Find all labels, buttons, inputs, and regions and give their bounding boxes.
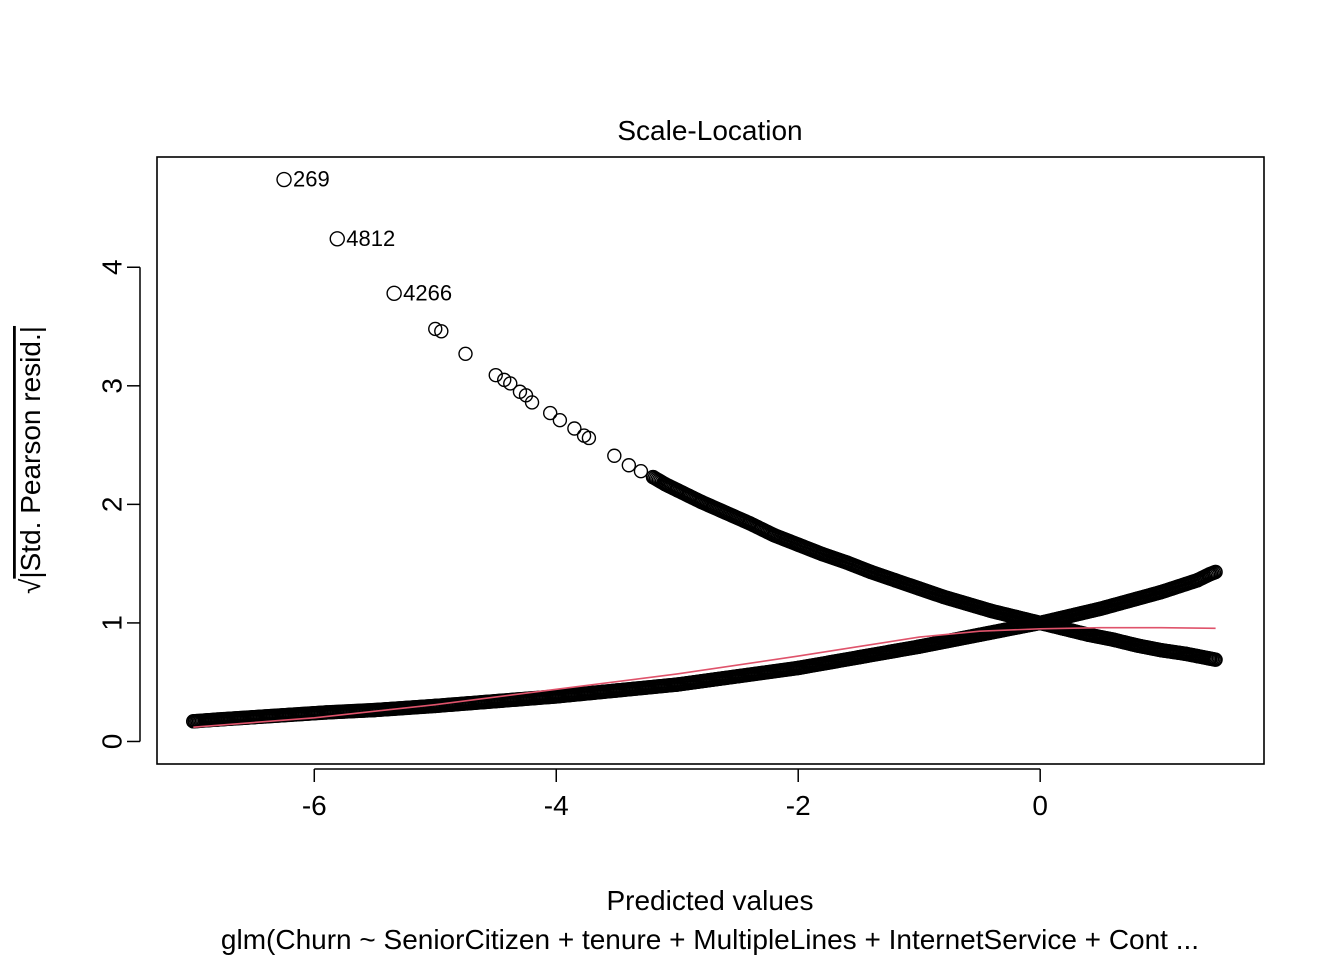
data-point — [1208, 564, 1223, 580]
x-tick-label: -6 — [302, 790, 327, 821]
outlier-point — [386, 285, 402, 302]
data-point — [434, 324, 449, 339]
data-point — [581, 430, 597, 446]
outlier-points: 269 4812 4266 — [276, 167, 452, 305]
x-tick-label: 0 — [1032, 790, 1048, 821]
outlier-point — [276, 171, 292, 188]
data-point — [524, 395, 540, 410]
outlier-label: 269 — [293, 167, 330, 192]
data-point — [428, 321, 443, 337]
data-point — [607, 448, 622, 463]
data-point — [488, 367, 503, 383]
y-axis-label-text: |Std. Pearson resid.| — [15, 326, 46, 579]
subtitle-formula: glm(Churn ~ SeniorCitizen + tenure + Mul… — [221, 924, 1199, 955]
y-tick-label: 2 — [97, 497, 128, 513]
x-axis-label: Predicted values — [606, 885, 813, 916]
smoother-line — [193, 626, 1216, 728]
data-point — [621, 458, 637, 473]
data-point — [542, 405, 558, 421]
x-axis: -6 -4 -2 0 — [302, 768, 1048, 821]
y-tick-label: 3 — [97, 378, 128, 394]
y-axis-label-radical: √ — [15, 578, 46, 594]
y-tick-label: 0 — [97, 734, 128, 750]
plot-frame — [156, 156, 1265, 765]
data-point — [552, 412, 568, 428]
y-tick-label: 4 — [97, 259, 128, 275]
y-axis-label-group: √|Std. Pearson resid.| — [15, 326, 46, 594]
y-tick-label: 1 — [97, 615, 128, 631]
data-point — [503, 376, 518, 391]
outlier-point — [329, 231, 345, 247]
data-point — [567, 421, 582, 436]
x-tick-label: -4 — [544, 790, 569, 821]
y-axis: 0 1 2 3 4 — [97, 259, 141, 749]
x-tick-label: -2 — [786, 790, 811, 821]
chart-title: Scale-Location — [617, 115, 802, 146]
outlier-label: 4812 — [346, 226, 395, 251]
data-point — [1207, 652, 1223, 667]
outlier-label: 4266 — [403, 280, 452, 305]
data-point — [458, 346, 473, 362]
data-point — [633, 463, 649, 479]
y-axis-label: √|Std. Pearson resid.| — [15, 326, 46, 594]
residual-points — [186, 321, 1223, 729]
